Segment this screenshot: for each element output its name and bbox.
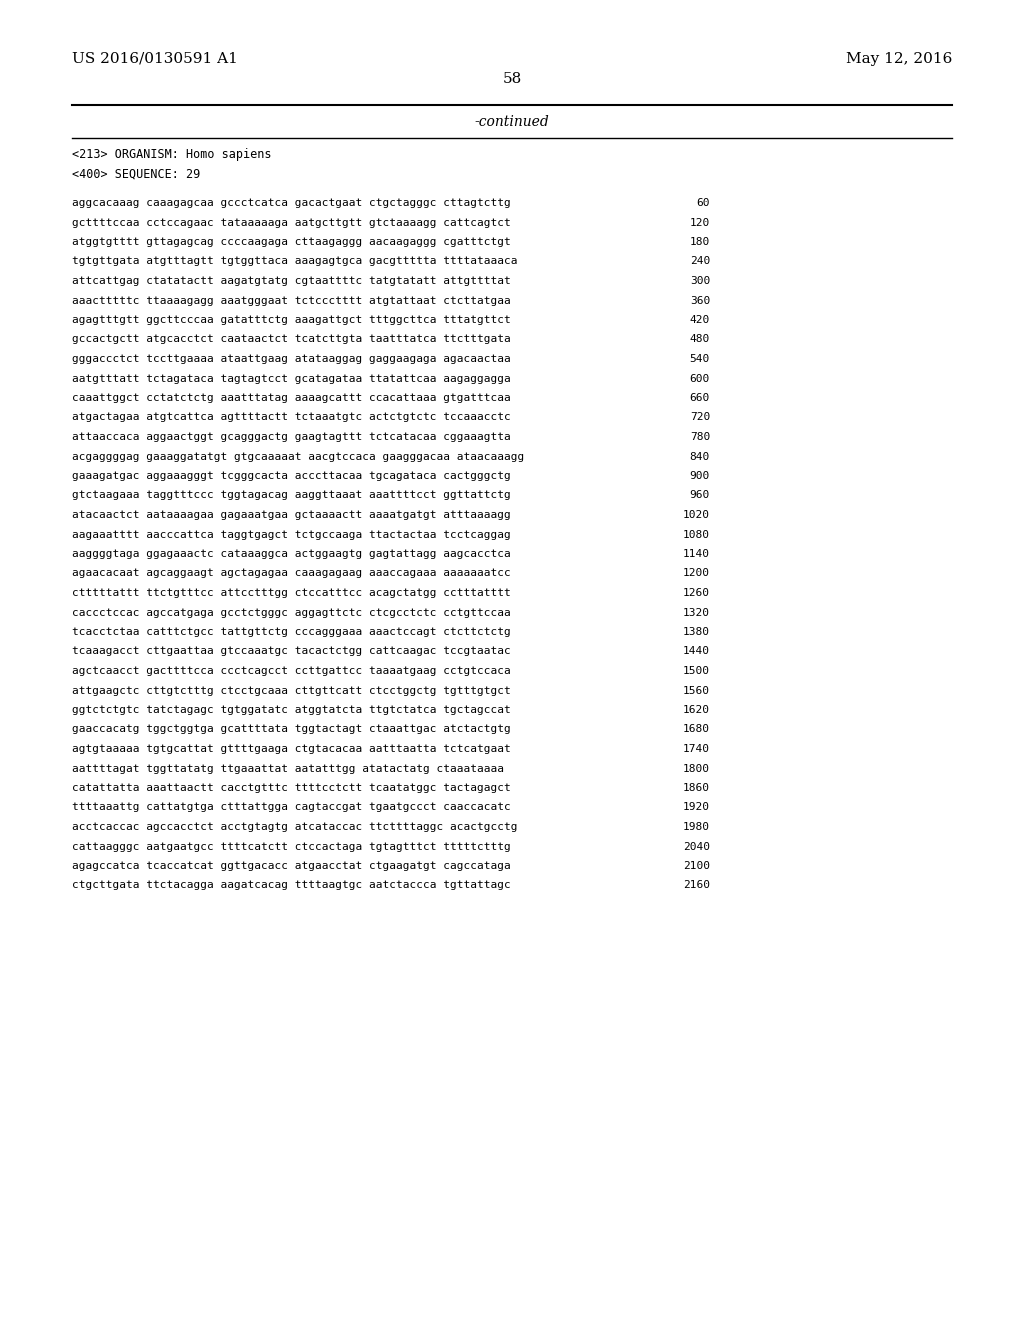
- Text: 1380: 1380: [683, 627, 710, 638]
- Text: acgaggggag gaaaggatatgt gtgcaaaaat aacgtccaca gaagggacaa ataacaaagg: acgaggggag gaaaggatatgt gtgcaaaaat aacgt…: [72, 451, 524, 462]
- Text: aggcacaaag caaagagcaa gccctcatca gacactgaat ctgctagggc cttagtcttg: aggcacaaag caaagagcaa gccctcatca gacactg…: [72, 198, 511, 209]
- Text: <213> ORGANISM: Homo sapiens: <213> ORGANISM: Homo sapiens: [72, 148, 271, 161]
- Text: 480: 480: [690, 334, 710, 345]
- Text: 180: 180: [690, 238, 710, 247]
- Text: aaactttttc ttaaaagagg aaatgggaat tctccctttt atgtattaat ctcttatgaa: aaactttttc ttaaaagagg aaatgggaat tctccct…: [72, 296, 511, 305]
- Text: 720: 720: [690, 412, 710, 422]
- Text: 420: 420: [690, 315, 710, 325]
- Text: 1080: 1080: [683, 529, 710, 540]
- Text: 2160: 2160: [683, 880, 710, 891]
- Text: 60: 60: [696, 198, 710, 209]
- Text: 120: 120: [690, 218, 710, 227]
- Text: 360: 360: [690, 296, 710, 305]
- Text: gccactgctt atgcacctct caataactct tcatcttgta taatttatca ttctttgata: gccactgctt atgcacctct caataactct tcatctt…: [72, 334, 511, 345]
- Text: attaaccaca aggaactggt gcagggactg gaagtagttt tctcatacaa cggaaagtta: attaaccaca aggaactggt gcagggactg gaagtag…: [72, 432, 511, 442]
- Text: 300: 300: [690, 276, 710, 286]
- Text: tcaaagacct cttgaattaa gtccaaatgc tacactctgg cattcaagac tccgtaatac: tcaaagacct cttgaattaa gtccaaatgc tacactc…: [72, 647, 511, 656]
- Text: 1860: 1860: [683, 783, 710, 793]
- Text: agagccatca tcaccatcat ggttgacacc atgaacctat ctgaagatgt cagccataga: agagccatca tcaccatcat ggttgacacc atgaacc…: [72, 861, 511, 871]
- Text: caaattggct cctatctctg aaatttatag aaaagcattt ccacattaaa gtgatttcaa: caaattggct cctatctctg aaatttatag aaaagca…: [72, 393, 511, 403]
- Text: 1980: 1980: [683, 822, 710, 832]
- Text: agagtttgtt ggcttcccaa gatatttctg aaagattgct tttggcttca tttatgttct: agagtttgtt ggcttcccaa gatatttctg aaagatt…: [72, 315, 511, 325]
- Text: ttttaaattg cattatgtga ctttattgga cagtaccgat tgaatgccct caaccacatc: ttttaaattg cattatgtga ctttattgga cagtacc…: [72, 803, 511, 813]
- Text: aatgtttatt tctagataca tagtagtcct gcatagataa ttatattcaa aagaggagga: aatgtttatt tctagataca tagtagtcct gcataga…: [72, 374, 511, 384]
- Text: 780: 780: [690, 432, 710, 442]
- Text: 900: 900: [690, 471, 710, 480]
- Text: 1680: 1680: [683, 725, 710, 734]
- Text: ggtctctgtc tatctagagc tgtggatatc atggtatcta ttgtctatca tgctagccat: ggtctctgtc tatctagagc tgtggatatc atggtat…: [72, 705, 511, 715]
- Text: 660: 660: [690, 393, 710, 403]
- Text: gcttttccaa cctccagaac tataaaaaga aatgcttgtt gtctaaaagg cattcagtct: gcttttccaa cctccagaac tataaaaaga aatgctt…: [72, 218, 511, 227]
- Text: 240: 240: [690, 256, 710, 267]
- Text: 1800: 1800: [683, 763, 710, 774]
- Text: 1260: 1260: [683, 587, 710, 598]
- Text: 1320: 1320: [683, 607, 710, 618]
- Text: gaaagatgac aggaaagggt tcgggcacta acccttacaa tgcagataca cactgggctg: gaaagatgac aggaaagggt tcgggcacta accctta…: [72, 471, 511, 480]
- Text: gggaccctct tccttgaaaa ataattgaag atataaggag gaggaagaga agacaactaa: gggaccctct tccttgaaaa ataattgaag atataag…: [72, 354, 511, 364]
- Text: attgaagctc cttgtctttg ctcctgcaaa cttgttcatt ctcctggctg tgtttgtgct: attgaagctc cttgtctttg ctcctgcaaa cttgttc…: [72, 685, 511, 696]
- Text: agaacacaat agcaggaagt agctagagaa caaagagaag aaaccagaaa aaaaaaatcc: agaacacaat agcaggaagt agctagagaa caaagag…: [72, 569, 511, 578]
- Text: aaggggtaga ggagaaactc cataaaggca actggaagtg gagtattagg aagcacctca: aaggggtaga ggagaaactc cataaaggca actggaa…: [72, 549, 511, 558]
- Text: 1200: 1200: [683, 569, 710, 578]
- Text: aagaaatttt aacccattca taggtgagct tctgccaaga ttactactaa tcctcaggag: aagaaatttt aacccattca taggtgagct tctgcca…: [72, 529, 511, 540]
- Text: 58: 58: [503, 73, 521, 86]
- Text: 1620: 1620: [683, 705, 710, 715]
- Text: aattttagat tggttatatg ttgaaattat aatatttgg atatactatg ctaaataaaa: aattttagat tggttatatg ttgaaattat aatattt…: [72, 763, 504, 774]
- Text: <400> SEQUENCE: 29: <400> SEQUENCE: 29: [72, 168, 201, 181]
- Text: atggtgtttt gttagagcag ccccaagaga cttaagaggg aacaagaggg cgatttctgt: atggtgtttt gttagagcag ccccaagaga cttaaga…: [72, 238, 511, 247]
- Text: 2100: 2100: [683, 861, 710, 871]
- Text: 1560: 1560: [683, 685, 710, 696]
- Text: atacaactct aataaaagaa gagaaatgaa gctaaaactt aaaatgatgt atttaaaagg: atacaactct aataaaagaa gagaaatgaa gctaaaa…: [72, 510, 511, 520]
- Text: tcacctctaa catttctgcc tattgttctg cccagggaaa aaactccagt ctcttctctg: tcacctctaa catttctgcc tattgttctg cccaggg…: [72, 627, 511, 638]
- Text: agtgtaaaaa tgtgcattat gttttgaaga ctgtacacaa aatttaatta tctcatgaat: agtgtaaaaa tgtgcattat gttttgaaga ctgtaca…: [72, 744, 511, 754]
- Text: tgtgttgata atgtttagtt tgtggttaca aaagagtgca gacgttttta ttttataaaca: tgtgttgata atgtttagtt tgtggttaca aaagagt…: [72, 256, 517, 267]
- Text: 1500: 1500: [683, 667, 710, 676]
- Text: ctttttattt ttctgtttcc attcctttgg ctccatttcc acagctatgg cctttatttt: ctttttattt ttctgtttcc attcctttgg ctccatt…: [72, 587, 511, 598]
- Text: 1440: 1440: [683, 647, 710, 656]
- Text: 600: 600: [690, 374, 710, 384]
- Text: 1920: 1920: [683, 803, 710, 813]
- Text: 840: 840: [690, 451, 710, 462]
- Text: cattaagggc aatgaatgcc ttttcatctt ctccactaga tgtagtttct tttttctttg: cattaagggc aatgaatgcc ttttcatctt ctccact…: [72, 842, 511, 851]
- Text: ctgcttgata ttctacagga aagatcacag ttttaagtgc aatctaccca tgttattagc: ctgcttgata ttctacagga aagatcacag ttttaag…: [72, 880, 511, 891]
- Text: May 12, 2016: May 12, 2016: [846, 51, 952, 66]
- Text: gtctaagaaa taggtttccc tggtagacag aaggttaaat aaattttcct ggttattctg: gtctaagaaa taggtttccc tggtagacag aaggtta…: [72, 491, 511, 500]
- Text: gaaccacatg tggctggtga gcattttata tggtactagt ctaaattgac atctactgtg: gaaccacatg tggctggtga gcattttata tggtact…: [72, 725, 511, 734]
- Text: agctcaacct gacttttcca ccctcagcct ccttgattcc taaaatgaag cctgtccaca: agctcaacct gacttttcca ccctcagcct ccttgat…: [72, 667, 511, 676]
- Text: 1140: 1140: [683, 549, 710, 558]
- Text: 960: 960: [690, 491, 710, 500]
- Text: catattatta aaattaactt cacctgtttc ttttcctctt tcaatatggc tactagagct: catattatta aaattaactt cacctgtttc ttttcct…: [72, 783, 511, 793]
- Text: 540: 540: [690, 354, 710, 364]
- Text: -continued: -continued: [475, 115, 549, 129]
- Text: caccctccac agccatgaga gcctctgggc aggagttctc ctcgcctctc cctgttccaa: caccctccac agccatgaga gcctctgggc aggagtt…: [72, 607, 511, 618]
- Text: US 2016/0130591 A1: US 2016/0130591 A1: [72, 51, 238, 66]
- Text: 1020: 1020: [683, 510, 710, 520]
- Text: 2040: 2040: [683, 842, 710, 851]
- Text: 1740: 1740: [683, 744, 710, 754]
- Text: attcattgag ctatatactt aagatgtatg cgtaattttc tatgtatatt attgttttat: attcattgag ctatatactt aagatgtatg cgtaatt…: [72, 276, 511, 286]
- Text: acctcaccac agccacctct acctgtagtg atcataccac ttcttttaggc acactgcctg: acctcaccac agccacctct acctgtagtg atcatac…: [72, 822, 517, 832]
- Text: atgactagaa atgtcattca agttttactt tctaaatgtc actctgtctc tccaaacctc: atgactagaa atgtcattca agttttactt tctaaat…: [72, 412, 511, 422]
